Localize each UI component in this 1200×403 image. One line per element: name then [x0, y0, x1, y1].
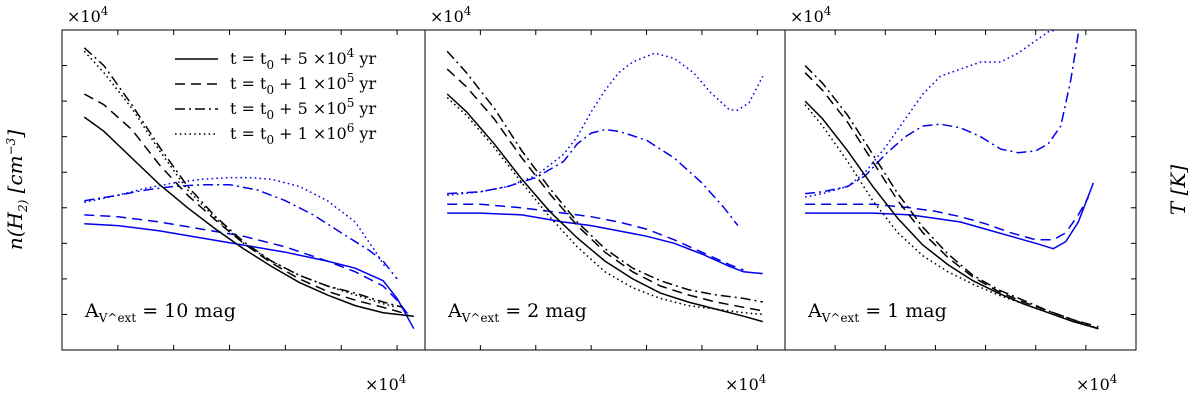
y-axis-multiplier: ×104	[430, 4, 472, 26]
legend: t = t0 + 5 ×104 yrt = t0 + 1 ×105 yrt = …	[175, 46, 376, 147]
panel-frame	[424, 29, 786, 351]
panel-annotation: AV^ext = 1 mag	[807, 300, 947, 325]
density-line-solid	[804, 100, 1099, 330]
density-line-solid	[83, 116, 414, 317]
density-line-solid	[446, 93, 764, 323]
y-axis-label-left: n(H2) [cm−3]	[3, 130, 30, 250]
legend-label: t = t0 + 1 ×105 yr	[230, 71, 376, 97]
density-line-dotted	[446, 97, 763, 316]
temperature-line-dashed	[84, 214, 409, 315]
panel-3: ×104 ×104 AV^ext = 1 mag	[784, 4, 1137, 394]
panel-annotation: AV^ext = 10 mag	[84, 300, 236, 325]
panel-1: ×104 ×104 AV^ext = 10 mag	[61, 4, 426, 394]
temperature-line-solid	[805, 182, 1095, 250]
y-axis-label-right: T [K]	[1166, 165, 1190, 215]
temperature-line-dashdot	[84, 183, 398, 280]
y-axis-multiplier: ×104	[790, 4, 832, 26]
temperature-line-dotted	[804, 30, 1056, 198]
temperature-line-dashdot	[447, 128, 739, 227]
panel-annotation: AV^ext = 2 mag	[447, 300, 587, 325]
density-line-dotted	[83, 50, 398, 309]
density-line-dashdot	[446, 50, 763, 303]
temperature-line-solid	[447, 212, 763, 275]
x-axis-multiplier: ×104	[725, 372, 767, 394]
density-line-dashdot	[804, 65, 1099, 330]
temperature-line-solid	[84, 223, 415, 330]
density-line-dashed	[83, 93, 409, 316]
temperature-line-dotted	[447, 52, 764, 197]
legend-label: t = t0 + 5 ×105 yr	[230, 96, 376, 122]
panel-frame	[784, 29, 1137, 351]
density-line-dotted	[804, 104, 1099, 330]
temperature-line-dotted	[84, 176, 387, 269]
temperature-line-dashdot	[805, 33, 1080, 195]
y-axis-multiplier: ×104	[67, 4, 109, 26]
panel-2: ×104 ×104 AV^ext = 2 mag	[424, 4, 786, 394]
legend-label: t = t0 + 1 ×106 yr	[230, 121, 376, 147]
x-axis-multiplier: ×104	[1076, 372, 1118, 394]
density-line-dashdot	[83, 47, 403, 309]
density-line-dashed	[804, 72, 1099, 328]
legend-label: t = t0 + 5 ×104 yr	[230, 46, 376, 72]
x-axis-multiplier: ×104	[365, 372, 407, 394]
temperature-line-dashed	[805, 196, 1090, 241]
density-line-dashed	[446, 68, 763, 312]
